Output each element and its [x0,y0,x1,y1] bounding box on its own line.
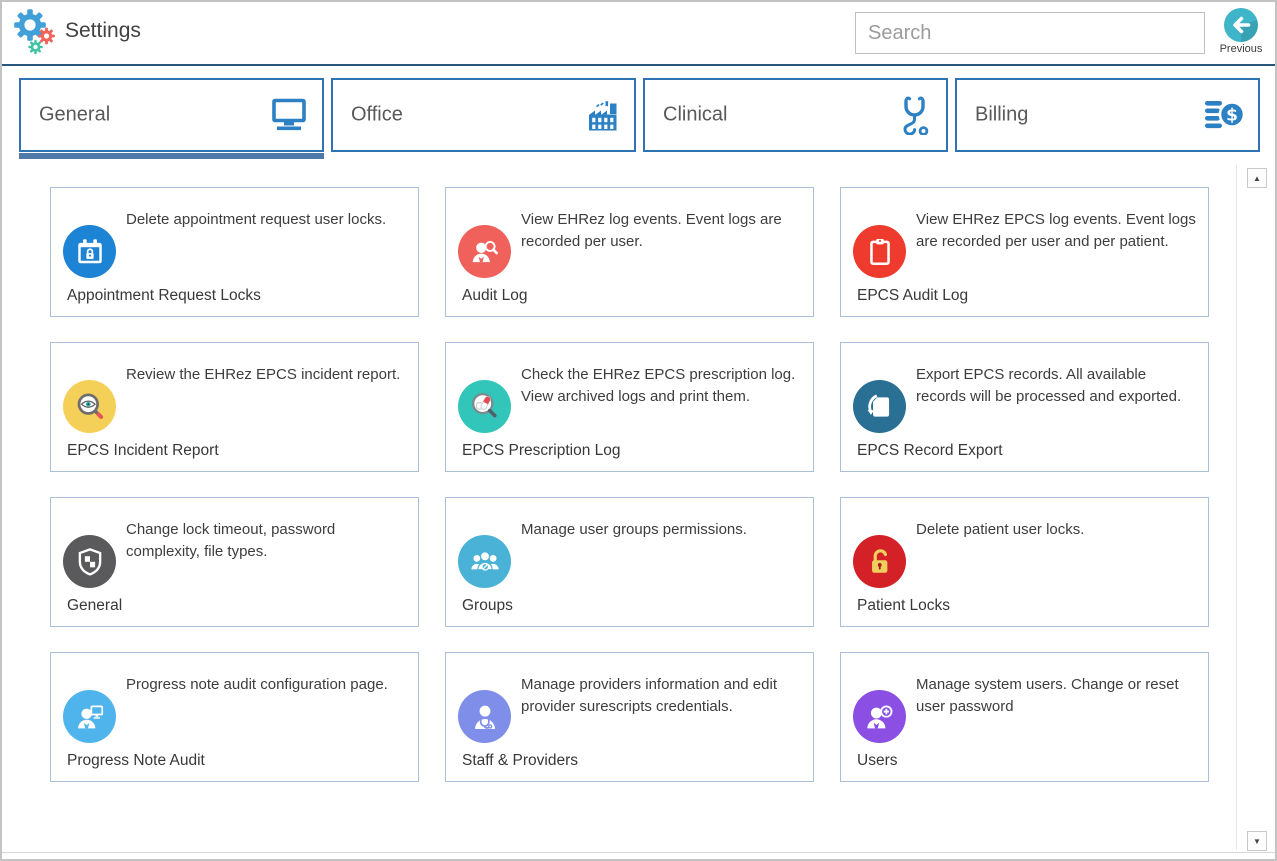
card-title: EPCS Incident Report [67,442,219,459]
tab-label: General [39,103,111,126]
card-audit-log[interactable]: View EHRez log events. Event logs are re… [445,187,814,317]
card-staff-providers[interactable]: Manage providers information and edit pr… [445,652,814,782]
settings-card-grid: Delete appointment request user locks. A… [50,187,1209,782]
doctor-icon [458,690,511,743]
card-users[interactable]: Manage system users. Change or reset use… [840,652,1209,782]
card-description: Review the EHRez EPCS incident report. [126,366,401,383]
card-epcs-record-export[interactable]: Export EPCS records. All available recor… [840,342,1209,472]
previous-button[interactable]: Previous [1212,8,1270,55]
calendar-lock-icon [63,225,116,278]
stethoscope-icon [899,95,933,136]
page-title: Settings [65,19,141,42]
card-description: Progress note audit configuration page. [126,676,388,693]
shield-icon [63,535,116,588]
user-add-icon [853,690,906,743]
card-description: Manage user groups permissions. [521,521,747,538]
tab-general[interactable]: General [19,78,324,159]
card-title: Progress Note Audit [67,752,205,769]
card-epcs-audit-log[interactable]: View EHRez EPCS log events. Event logs a… [840,187,1209,317]
scroll-down-button[interactable]: ▼ [1247,831,1267,851]
search-input[interactable] [855,12,1205,54]
card-description: View EHRez EPCS log events. Event logs a… [916,211,1196,250]
card-appointment-request-locks[interactable]: Delete appointment request user locks. A… [50,187,419,317]
back-arrow-icon [1224,8,1258,42]
card-description: Delete patient user locks. [916,521,1085,538]
eye-magnifier-icon [63,380,116,433]
triangle-up-icon: ▲ [1253,173,1261,183]
monitor-icon [269,98,309,132]
selected-tab-underline [19,153,324,159]
settings-tabs: General Office [19,78,1260,159]
user-search-icon [458,225,511,278]
padlock-icon [853,535,906,588]
factory-icon [585,98,621,132]
billing-icon: $ [1203,98,1246,132]
card-description: Manage providers information and edit pr… [521,676,777,715]
card-title: Users [857,752,898,769]
tab-billing[interactable]: Billing $ [955,78,1260,152]
card-title: Staff & Providers [462,752,579,769]
clipboard-icon [853,225,906,278]
document-export-icon [853,380,906,433]
card-title: EPCS Record Export [857,442,1003,459]
header: Settings Previous [2,2,1275,66]
card-progress-note-audit[interactable]: Progress note audit configuration page. … [50,652,419,782]
scroll-up-button[interactable]: ▲ [1247,168,1267,188]
card-groups[interactable]: Manage user groups permissions. Groups [445,497,814,627]
card-patient-locks[interactable]: Delete patient user locks. Patient Locks [840,497,1209,627]
card-title: Patient Locks [857,597,951,614]
content-right-divider [1236,165,1237,850]
card-title: EPCS Prescription Log [462,442,621,459]
card-title: General [67,597,123,614]
card-description: Export EPCS records. All available recor… [916,366,1182,405]
settings-gears-icon [14,9,55,55]
card-description: Check the EHRez EPCS prescription log. V… [521,366,796,405]
tab-label: Clinical [663,103,728,126]
user-group-icon [458,535,511,588]
previous-label: Previous [1219,43,1263,55]
card-title: Appointment Request Locks [67,287,261,304]
tab-clinical[interactable]: Clinical [643,78,948,152]
user-monitor-icon [63,690,116,743]
tab-label: Office [351,103,403,126]
pill-magnifier-icon [458,380,511,433]
card-epcs-prescription-log[interactable]: Check the EHRez EPCS prescription log. V… [445,342,814,472]
card-title: Audit Log [462,287,528,304]
card-description: View EHRez log events. Event logs are re… [521,211,782,250]
content-bottom-divider [2,852,1275,853]
card-title: EPCS Audit Log [857,287,969,304]
tab-label: Billing [975,103,1029,126]
svg-text:$: $ [1226,106,1238,126]
tab-office[interactable]: Office [331,78,636,152]
triangle-down-icon: ▼ [1253,836,1261,846]
card-description: Manage system users. Change or reset use… [916,676,1179,715]
card-description: Change lock timeout, password complexity… [126,521,336,560]
card-description: Delete appointment request user locks. [126,211,387,228]
card-general[interactable]: Change lock timeout, password complexity… [50,497,419,627]
card-title: Groups [462,597,513,614]
card-epcs-incident-report[interactable]: Review the EHRez EPCS incident report. E… [50,342,419,472]
